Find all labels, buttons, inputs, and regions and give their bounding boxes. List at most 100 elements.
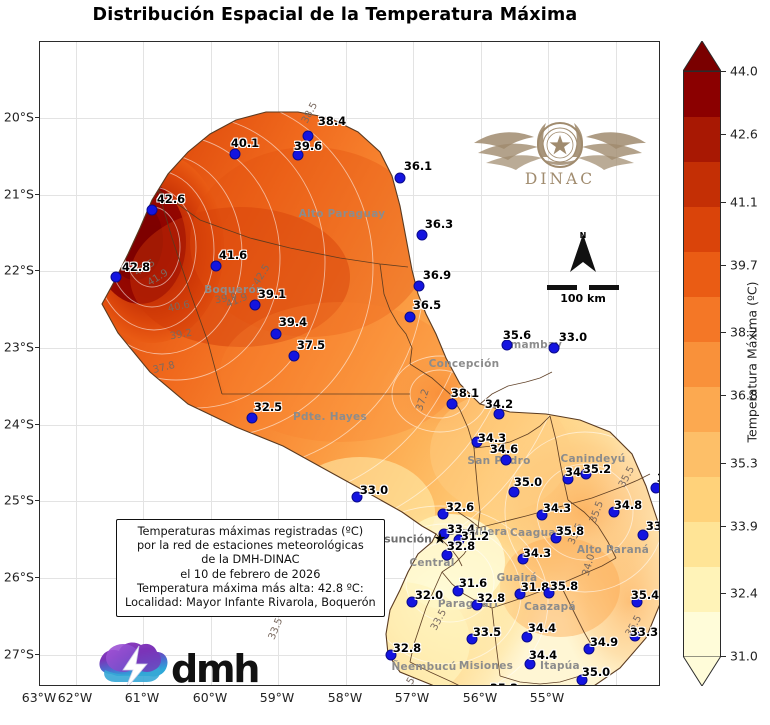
station-marker[interactable] <box>229 148 241 160</box>
station-value-label: 35.2 <box>582 462 612 476</box>
colorbar[interactable]: 44.0 42.6 41.1 39.7 38.2 36.8 35.3 33.9 32.4 31.0 <box>683 41 758 686</box>
station-marker[interactable] <box>406 596 418 608</box>
station-marker[interactable] <box>524 658 536 670</box>
colorbar-tick-label: 31.0 <box>730 648 758 664</box>
station-marker[interactable] <box>514 588 526 600</box>
colorbar-segment <box>684 252 720 298</box>
station-marker[interactable] <box>536 509 548 521</box>
colorbar-segment <box>684 387 720 433</box>
map-canvas[interactable]: Alto Paraguay Boquerón Pdte. Hayes Concepci… <box>39 41 660 686</box>
station-marker[interactable] <box>629 630 641 642</box>
dinac-logo-text: DINAC <box>524 170 596 188</box>
colorbar-max-arrow <box>683 41 721 71</box>
colorbar-tick <box>721 395 726 396</box>
info-textbox: Temperaturas máximas registradas (ºC) po… <box>116 519 385 618</box>
station-marker[interactable] <box>583 643 595 655</box>
station-value-label: 35.2 <box>490 681 518 685</box>
station-value-label: 35.0 <box>581 665 611 679</box>
station-marker[interactable] <box>471 599 483 611</box>
station-marker[interactable] <box>650 482 659 494</box>
station-marker[interactable] <box>394 172 406 184</box>
station-marker[interactable] <box>637 529 649 541</box>
station-marker[interactable] <box>631 596 643 608</box>
department-label: Pdte. Hayes <box>292 411 368 423</box>
page-title: Distribución Espacial de la Temperatura … <box>92 5 578 25</box>
station-value-label: 34.4 <box>528 648 558 662</box>
colorbar-tick-label: 44.0 <box>730 63 758 79</box>
dmh-logo-wordmark: dmh <box>171 647 260 686</box>
gridline-vertical <box>76 42 77 685</box>
station-marker[interactable] <box>302 130 314 142</box>
station-value-label: 32.8 <box>392 641 422 655</box>
station-marker[interactable] <box>500 454 512 466</box>
station-marker[interactable] <box>493 408 505 420</box>
station-marker[interactable] <box>404 311 416 323</box>
colorbar-tick <box>721 264 726 266</box>
colorbar-segment <box>684 162 720 208</box>
station-marker[interactable] <box>550 532 562 544</box>
station-value-label: 39.1 <box>257 287 287 301</box>
gridline-horizontal <box>40 655 659 656</box>
station-marker[interactable] <box>543 587 555 599</box>
station-value-label: 32.8 <box>476 591 506 605</box>
station-marker[interactable] <box>501 339 513 351</box>
station-marker[interactable] <box>288 350 300 362</box>
north-arrow-label: N <box>579 231 587 240</box>
colorbar-tick-label: 38.2 <box>730 324 758 340</box>
colorbar-tick <box>721 332 726 333</box>
station-marker[interactable] <box>562 473 574 485</box>
north-arrow-icon <box>570 234 596 272</box>
x-axis-tick-label: 58°W <box>327 690 363 705</box>
station-value-label: 37.5 <box>296 338 326 352</box>
station-marker[interactable] <box>351 491 363 503</box>
station-value-label: 42.8 <box>121 260 151 274</box>
station-marker[interactable] <box>110 271 122 283</box>
y-axis-tick-label: 27°S <box>3 646 34 662</box>
station-marker[interactable] <box>453 534 465 546</box>
station-marker[interactable] <box>452 585 464 597</box>
station-marker[interactable] <box>508 486 520 498</box>
station-marker[interactable] <box>466 633 478 645</box>
station-marker[interactable] <box>576 674 588 685</box>
station-marker[interactable] <box>608 506 620 518</box>
x-axis-tick-label: 62°W <box>57 690 93 705</box>
colorbar-tick-label: 33.9 <box>730 518 758 533</box>
station-marker[interactable] <box>270 328 282 340</box>
city-label: Asunción <box>375 532 432 546</box>
y-tick <box>35 424 39 425</box>
y-axis-tick-label: 26°S <box>3 569 34 585</box>
station-marker[interactable] <box>548 342 560 354</box>
station-marker[interactable] <box>146 204 158 216</box>
station-marker[interactable] <box>210 260 222 272</box>
station-marker[interactable] <box>471 436 483 448</box>
station-value-label: 32.0 <box>414 588 444 602</box>
department-label: Central <box>409 557 455 569</box>
department-label: Boquerón <box>204 284 264 296</box>
station-marker[interactable] <box>517 553 529 565</box>
station-marker[interactable] <box>249 299 261 311</box>
station-marker[interactable] <box>580 468 592 480</box>
station-marker[interactable] <box>438 528 450 540</box>
station-value-label: 31.6 <box>458 576 488 590</box>
station-value-label: 42.6 <box>156 192 186 206</box>
y-axis-tick-label: 22°S <box>3 262 34 278</box>
station-marker[interactable] <box>292 149 304 161</box>
colorbar-segment <box>684 477 720 523</box>
gridline-vertical <box>616 42 617 685</box>
dinac-logo-icon <box>474 122 646 170</box>
station-marker[interactable] <box>441 549 453 561</box>
station-marker[interactable] <box>446 398 458 410</box>
colorbar-segment <box>684 432 720 478</box>
station-value-label: 35.8 <box>549 579 579 593</box>
station-value-label: 31.2 <box>460 529 490 543</box>
station-value-label: 41.6 <box>218 248 248 262</box>
station-marker[interactable] <box>385 649 397 661</box>
station-marker[interactable] <box>437 508 449 520</box>
station-marker[interactable] <box>413 280 425 292</box>
department-label: Concepción <box>428 358 500 370</box>
station-marker[interactable] <box>246 412 258 424</box>
station-marker[interactable] <box>521 631 533 643</box>
department-label: Itapúa <box>540 660 580 672</box>
station-marker[interactable] <box>416 229 428 241</box>
